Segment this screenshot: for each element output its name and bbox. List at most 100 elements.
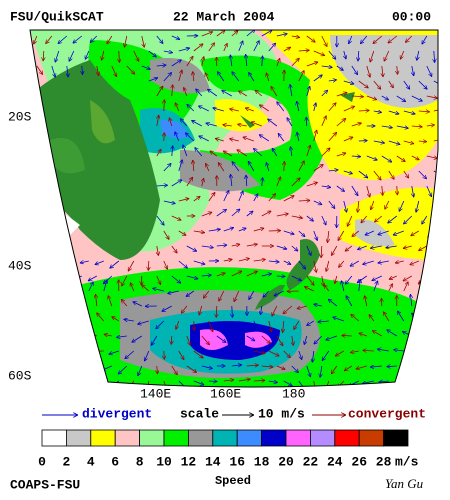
wind-arrow [272, 148, 278, 157]
wind-arrow [338, 230, 345, 241]
wind-arrow [223, 320, 230, 331]
colorbar-tick-label: 2 [62, 454, 70, 469]
wind-arrow [164, 350, 165, 359]
wind-arrow [306, 62, 318, 67]
wind-arrow [377, 349, 389, 351]
colorbar-box [139, 429, 165, 447]
wind-arrow [400, 50, 405, 59]
wind-arrow [205, 163, 210, 172]
wind-arrow [201, 32, 213, 37]
wind-arrow [163, 163, 171, 172]
wind-arrow [194, 320, 195, 331]
colorbar-tick-label: 24 [327, 454, 343, 469]
wind-arrow [426, 155, 438, 158]
wind-arrow [186, 335, 191, 345]
wind-arrow [313, 304, 322, 306]
wind-arrow [34, 35, 38, 44]
wind-arrow [231, 30, 238, 37]
wind-arrow [418, 80, 428, 89]
wind-arrow [434, 200, 435, 211]
wind-arrow [246, 175, 247, 187]
wind-arrow [381, 95, 389, 100]
wind-arrow [262, 177, 263, 187]
wind-arrow [373, 35, 383, 44]
wind-arrow [434, 50, 435, 63]
wind-arrow [416, 200, 420, 212]
wind-arrow [246, 335, 255, 341]
wind-arrow [96, 313, 105, 322]
wind-arrow [268, 381, 278, 383]
wind-arrow [343, 106, 355, 112]
wind-arrow [108, 295, 113, 307]
wind-arrow [187, 104, 195, 112]
wind-arrow [304, 286, 314, 292]
scale-value: 10 m/s [258, 406, 305, 421]
wind-arrow [276, 34, 288, 36]
wind-arrow [388, 284, 394, 292]
wind-arrow [268, 43, 276, 52]
wind-arrow [231, 244, 240, 246]
wind-arrow [426, 96, 438, 98]
wind-arrow [208, 43, 215, 52]
wind-arrow [238, 191, 243, 202]
wind-arrow [343, 80, 354, 84]
wind-arrow [175, 132, 180, 142]
wind-arrow [58, 281, 63, 292]
wind-arrow [393, 230, 404, 235]
wind-arrow [262, 56, 263, 67]
wind-arrow [157, 115, 159, 127]
wind-arrow [418, 141, 427, 142]
colorbar-box [285, 429, 311, 447]
wind-arrow [322, 350, 330, 361]
wind-arrow [321, 148, 330, 157]
wind-arrow [156, 185, 168, 186]
wind-arrow [234, 290, 240, 302]
wind-arrow [171, 215, 181, 220]
wind-arrow [34, 380, 44, 387]
lon-label: 180 [282, 386, 305, 401]
colorbar-tick-label: 16 [229, 454, 245, 469]
wind-arrow [253, 380, 265, 381]
wind-arrow [373, 281, 378, 292]
wind-arrow [276, 177, 281, 187]
wind-arrow [232, 71, 240, 82]
wind-arrow [343, 200, 347, 212]
wind-arrow [366, 185, 370, 197]
wind-arrow [336, 185, 345, 192]
wind-arrow [381, 155, 392, 162]
wind-arrow [261, 30, 272, 37]
wind-arrow [321, 35, 327, 47]
lat-label: 20S [8, 109, 32, 124]
wind-arrow [408, 380, 419, 385]
wind-arrow [268, 320, 272, 332]
wind-arrow [433, 170, 438, 178]
wind-arrow [358, 50, 359, 61]
colorbar-box [334, 429, 360, 447]
wind-arrow [137, 320, 149, 324]
wind-arrow [183, 145, 188, 157]
wind-arrow [64, 381, 74, 382]
wind-arrow [208, 229, 221, 231]
wind-arrow [88, 282, 93, 292]
wind-arrow [30, 275, 38, 284]
wind-arrow [343, 170, 353, 174]
wind-arrow [193, 160, 194, 172]
wind-arrow [88, 366, 97, 367]
wind-arrow [193, 231, 205, 233]
wind-arrow [175, 103, 180, 112]
wind-arrow [62, 349, 74, 351]
wind-arrow [336, 65, 344, 71]
wind-arrow [410, 294, 411, 307]
wind-arrow [336, 92, 347, 97]
wind-arrow [195, 147, 203, 157]
wind-arrow [193, 71, 194, 82]
wind-arrow [306, 182, 318, 187]
wind-arrow [291, 365, 299, 373]
wind-arrow [57, 275, 67, 281]
wind-arrow [403, 110, 416, 114]
wind-arrow [382, 185, 383, 196]
wind-arrow [351, 65, 358, 75]
wind-arrow [363, 350, 374, 351]
wind-arrow [199, 135, 209, 142]
wind-arrow [410, 260, 419, 265]
